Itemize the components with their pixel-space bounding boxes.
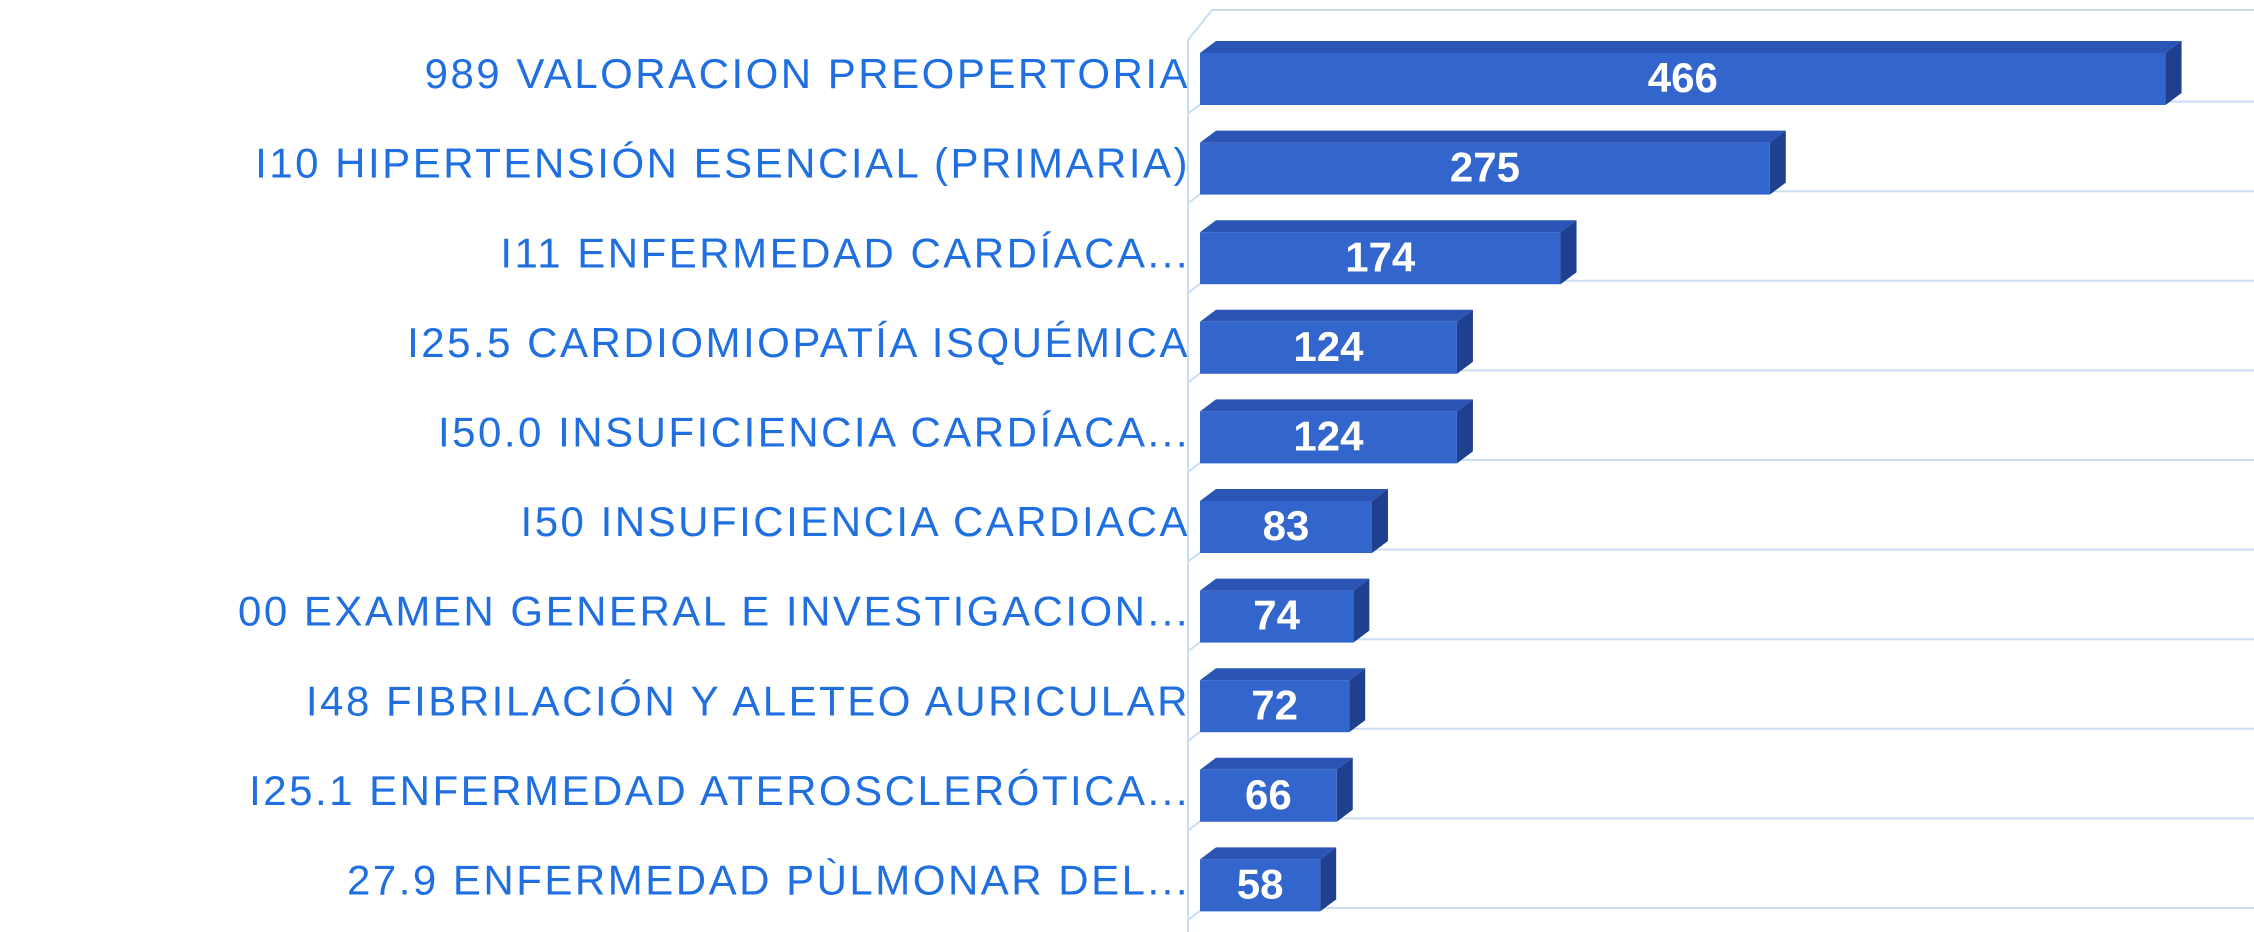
category-label: 989 VALORACION PREOPERTORIA [425,50,1190,97]
bar-top [1200,489,1388,501]
value-label: 466 [1648,54,1718,101]
value-label: 275 [1450,144,1520,191]
bar-side [1769,130,1786,195]
bar-front [1200,769,1337,822]
bar-side [1349,668,1366,733]
bar [1200,757,1353,822]
value-label: 83 [1263,502,1310,549]
category-label: I25.5 CARDIOMIOPATÍA ISQUÉMICA [407,319,1190,366]
bar-top [1200,668,1366,681]
value-label: 74 [1253,592,1300,639]
bar [1200,847,1337,912]
value-label: 124 [1293,323,1364,370]
wall-line [1187,9,1213,41]
bar [1200,578,1370,643]
bar-front [1200,411,1457,464]
value-label: 58 [1237,860,1284,907]
category-label: 27.9 ENFERMEDAD PÙLMONAR DEL... [347,856,1190,903]
bar-side [1336,757,1353,822]
bar-top [1200,757,1353,770]
bar-front [1200,680,1350,733]
value-label: 72 [1251,681,1298,728]
bar [1200,220,1577,285]
bar [1200,399,1473,464]
category-label: I25.1 ENFERMEDAD ATEROSCLERÓTICA... [249,767,1190,814]
bar-top [1200,578,1370,591]
bar-side [1560,220,1577,285]
bar-front [1200,232,1561,285]
bar-front [1200,590,1354,643]
bar-top [1200,130,1786,143]
bar-side [1320,847,1337,912]
bar-front [1200,321,1457,374]
bar [1200,309,1473,374]
bar-side [1456,309,1473,374]
category-label: I10 HIPERTENSIÓN ESENCIAL (PRIMARIA) [255,140,1190,187]
bar-front [1200,142,1770,195]
bar-side [1371,489,1388,553]
value-label: 124 [1293,412,1364,459]
category-label: I50.0 INSUFICIENCIA CARDÍACA... [438,408,1190,455]
bar-side [1353,578,1370,643]
bar-top [1200,399,1473,412]
bar-side [2165,41,2182,105]
bar-side [1456,399,1473,464]
bar [1200,41,2182,105]
category-label: 00 EXAMEN GENERAL E INVESTIGACION... [238,588,1190,635]
bar [1200,130,1786,195]
bar-top [1200,41,2182,53]
bar [1200,489,1388,553]
bar-top [1200,220,1577,233]
bar-front [1200,501,1372,553]
category-label: I48 FIBRILACIÓN Y ALETEO AURICULAR [306,677,1190,724]
bar-top [1200,309,1473,322]
bar-front [1200,859,1321,912]
category-label: I50 INSUFICIENCIA CARDIACA [521,498,1190,545]
bar-top [1200,847,1337,860]
bar-front [1200,53,2166,105]
bar [1200,668,1366,733]
value-label: 66 [1245,771,1292,818]
value-label: 174 [1345,233,1416,280]
category-label: I11 ENFERMEDAD CARDÍACA... [500,229,1190,276]
